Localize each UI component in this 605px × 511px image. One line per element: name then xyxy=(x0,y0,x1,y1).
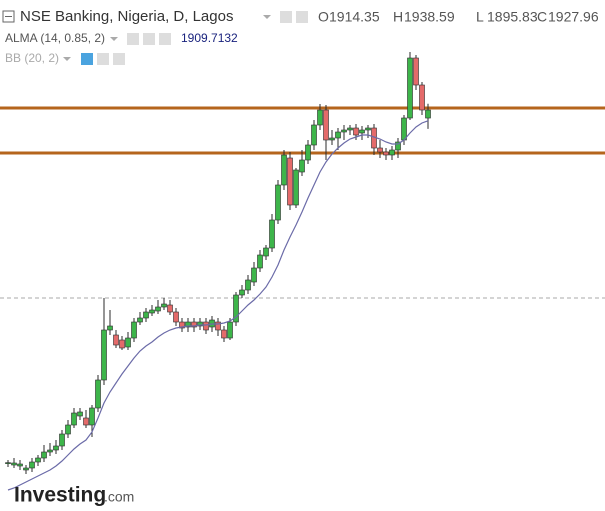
close-icon[interactable] xyxy=(113,53,125,65)
candle-body xyxy=(227,321,233,339)
candle-body xyxy=(239,289,245,296)
eye-icon[interactable] xyxy=(280,11,292,23)
candle-body xyxy=(347,127,353,131)
ohlc-value: 1914.35 xyxy=(329,9,380,25)
candle-body xyxy=(311,124,317,146)
candle-body xyxy=(35,457,41,463)
plot-area xyxy=(0,52,605,491)
candle-body xyxy=(341,129,347,133)
candle-body xyxy=(167,304,173,313)
candle-body xyxy=(299,159,305,173)
dropdown-icon[interactable] xyxy=(263,15,271,19)
candle-body xyxy=(269,219,275,249)
candle-body xyxy=(17,463,23,467)
candle-body xyxy=(5,462,11,464)
candle-body xyxy=(41,451,47,459)
candle-body xyxy=(425,109,431,119)
candle-body xyxy=(419,84,425,111)
candle-body xyxy=(125,337,131,348)
candle-body xyxy=(257,254,263,269)
candle-body xyxy=(119,339,125,349)
candle-body xyxy=(197,321,203,327)
eye-icon[interactable] xyxy=(81,53,93,65)
candle-body xyxy=(11,462,17,466)
ohlc-label: C xyxy=(537,9,547,25)
candle-body xyxy=(29,461,35,469)
candle-body xyxy=(329,137,335,141)
settings-icon[interactable] xyxy=(143,33,155,45)
ohlc-label: H xyxy=(393,9,403,25)
ohlc-value: 1927.96 xyxy=(548,9,599,25)
candle-body xyxy=(335,131,341,139)
candle-body xyxy=(359,129,365,134)
candle-body xyxy=(413,57,419,86)
indicator-name: BB (20, 2) xyxy=(5,51,59,65)
candle-body xyxy=(89,407,95,426)
candle-body xyxy=(47,449,53,453)
candle-body xyxy=(287,157,293,206)
candle-body xyxy=(275,184,281,221)
candle-body xyxy=(233,294,239,323)
candle-body xyxy=(95,379,101,409)
candle-body xyxy=(395,141,401,151)
candle-body xyxy=(383,151,389,156)
ohlc-value: 1938.59 xyxy=(404,9,455,25)
eye-icon[interactable] xyxy=(127,33,139,45)
candle-body xyxy=(365,127,371,131)
candle-body xyxy=(245,279,251,291)
settings-icon[interactable] xyxy=(97,53,109,65)
collapse-icon[interactable] xyxy=(2,10,15,23)
candle-body xyxy=(83,417,89,426)
candle-body xyxy=(401,117,407,141)
candle-body xyxy=(353,127,359,136)
candle-body xyxy=(251,267,257,283)
candle-body xyxy=(191,321,197,328)
candle-body xyxy=(263,247,269,257)
dropdown-icon[interactable] xyxy=(63,57,71,61)
candle-body xyxy=(305,144,311,161)
candle-body xyxy=(23,467,29,471)
candle-body xyxy=(179,321,185,329)
candle-body xyxy=(173,311,179,323)
candle-body xyxy=(281,154,287,186)
candle-body xyxy=(377,147,383,153)
candle-body xyxy=(131,321,137,339)
candle-body xyxy=(203,321,209,331)
candle-body xyxy=(221,329,227,339)
candle-body xyxy=(53,445,59,451)
candle-body xyxy=(101,329,107,381)
candle-body xyxy=(71,412,77,426)
overlay-line xyxy=(7,120,429,491)
candle-body xyxy=(137,317,143,323)
overlay-value: 1909.7132 xyxy=(181,31,238,45)
ohlc-label: O xyxy=(318,9,329,25)
candle-body xyxy=(407,57,413,119)
candle-body xyxy=(65,424,71,435)
ohlc-value: 1895.83 xyxy=(487,9,538,25)
candle-body xyxy=(185,321,191,328)
chart-title: NSE Banking, Nigeria, D, Lagos xyxy=(20,8,233,25)
candle-body xyxy=(317,109,323,126)
candle-body xyxy=(215,321,221,331)
close-icon[interactable] xyxy=(159,33,171,45)
watermark-suffix: .com xyxy=(104,489,134,505)
dropdown-icon[interactable] xyxy=(110,37,118,41)
candle-body xyxy=(149,309,155,314)
candle-body xyxy=(107,325,113,331)
candle-body xyxy=(77,411,83,417)
candle-body xyxy=(293,169,299,206)
candle-body xyxy=(161,303,167,308)
candle-body xyxy=(323,109,329,141)
settings-icon[interactable] xyxy=(296,11,308,23)
ohlc-label: L xyxy=(476,9,484,25)
candle-body xyxy=(113,334,119,346)
overlay-name: ALMA (14, 0.85, 2) xyxy=(5,31,105,45)
candle-body xyxy=(155,306,161,312)
candle-body xyxy=(143,311,149,319)
candle-body xyxy=(389,149,395,156)
candle-body xyxy=(59,433,65,447)
watermark-brand: Investing xyxy=(14,484,106,507)
